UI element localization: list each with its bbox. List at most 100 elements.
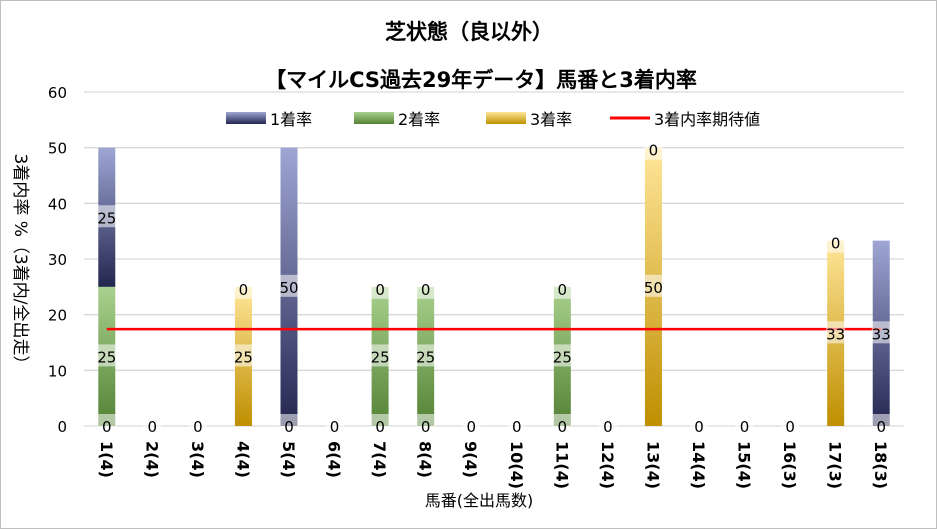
legend-swatch — [226, 112, 266, 124]
x-tick-label: 6(4) — [325, 441, 344, 478]
chart-subtitle: 【マイルCS過去29年データ】馬番と3着内率 — [265, 68, 697, 92]
data-label: 0 — [876, 418, 886, 436]
data-label-bg — [97, 414, 117, 436]
y-tick-label: 10 — [48, 362, 67, 380]
data-label-bg — [871, 321, 891, 344]
y-tick-label: 50 — [48, 140, 67, 158]
data-label-bg — [370, 276, 390, 299]
legend-label: 2着率 — [398, 110, 440, 129]
x-tick-label: 4(4) — [233, 441, 252, 478]
data-label: 0 — [102, 418, 112, 436]
data-label: 0 — [284, 418, 294, 436]
data-label-bg — [461, 414, 481, 436]
x-tick-label: 13(4) — [643, 441, 662, 489]
data-label-bg — [370, 414, 390, 436]
data-label-bg — [780, 414, 800, 436]
data-label-bg — [370, 344, 390, 367]
data-label-bg — [598, 414, 618, 436]
data-label: 50 — [279, 279, 298, 297]
x-tick-label: 8(4) — [416, 441, 435, 478]
data-label: 0 — [466, 418, 476, 436]
data-label: 0 — [603, 418, 613, 436]
y-tick-label: 0 — [57, 418, 67, 436]
data-label-bg — [507, 414, 527, 436]
x-tick-label: 17(3) — [826, 441, 845, 489]
data-label: 0 — [831, 235, 841, 253]
data-label-bg — [188, 414, 208, 436]
data-label: 0 — [421, 418, 431, 436]
data-label: 0 — [148, 418, 158, 436]
y-tick-label: 20 — [48, 307, 67, 325]
legend-label: 3着率 — [530, 110, 572, 129]
data-label-bg — [643, 274, 663, 297]
data-label-bg — [279, 274, 299, 297]
data-label: 25 — [553, 348, 572, 366]
data-label: 0 — [694, 418, 704, 436]
data-label-bg — [552, 344, 572, 367]
x-tick-label: 14(4) — [689, 441, 708, 489]
data-label-bg — [826, 321, 846, 344]
data-label: 0 — [649, 142, 659, 160]
data-label: 50 — [644, 279, 663, 297]
data-label: 0 — [375, 418, 385, 436]
x-tick-label: 12(4) — [598, 441, 617, 489]
data-label-bg — [416, 414, 436, 436]
x-tick-label: 9(4) — [461, 441, 480, 478]
data-label: 25 — [97, 209, 116, 227]
data-label-bg — [325, 414, 345, 436]
data-label-bg — [552, 414, 572, 436]
x-tick-label: 18(3) — [871, 441, 890, 489]
data-label-bg — [643, 137, 663, 160]
x-tick-label: 2(4) — [142, 441, 161, 478]
data-label: 0 — [330, 418, 340, 436]
x-tick-label: 16(3) — [780, 441, 799, 489]
data-label-bg — [233, 344, 253, 367]
data-label-bg — [142, 414, 162, 436]
x-tick-label: 1(4) — [97, 441, 116, 478]
data-label: 33 — [826, 325, 845, 343]
data-label-bg — [416, 344, 436, 367]
data-label-bg — [552, 276, 572, 299]
data-label: 0 — [558, 281, 568, 299]
x-tick-label: 7(4) — [370, 441, 389, 478]
data-label: 25 — [234, 348, 253, 366]
data-label: 25 — [416, 348, 435, 366]
y-tick-label: 30 — [48, 251, 67, 269]
data-label: 25 — [371, 348, 390, 366]
x-tick-label: 10(4) — [507, 441, 526, 489]
data-label-bg — [233, 276, 253, 299]
x-tick-label: 3(4) — [188, 441, 207, 478]
legend-label: 3着内率期待値 — [654, 110, 760, 129]
data-label-bg — [871, 414, 891, 436]
data-label: 0 — [785, 418, 795, 436]
data-label: 33 — [872, 325, 891, 343]
data-label-bg — [826, 230, 846, 253]
x-tick-label: 5(4) — [279, 441, 298, 478]
data-label: 0 — [512, 418, 522, 436]
data-label-bg — [689, 414, 709, 436]
data-label: 0 — [239, 281, 249, 299]
y-axis-title: 3着内率 %（3着内/全出走） — [10, 154, 30, 373]
data-label: 0 — [193, 418, 203, 436]
y-tick-label: 40 — [48, 195, 67, 213]
data-label: 0 — [375, 281, 385, 299]
data-label: 0 — [740, 418, 750, 436]
data-label: 0 — [421, 281, 431, 299]
data-label: 0 — [558, 418, 568, 436]
data-label-bg — [97, 205, 117, 228]
legend-label: 1着率 — [270, 110, 312, 129]
x-axis-title: 馬番(全出馬数) — [425, 491, 534, 510]
x-tick-label: 15(4) — [735, 441, 754, 489]
data-label-bg — [97, 344, 117, 367]
data-label: 25 — [97, 348, 116, 366]
y-tick-label: 60 — [48, 84, 67, 102]
legend-swatch — [486, 112, 526, 124]
data-label-bg — [416, 276, 436, 299]
x-tick-label: 11(4) — [552, 441, 571, 489]
data-label-bg — [735, 414, 755, 436]
data-label-bg — [279, 414, 299, 436]
chart-title: 芝状態（良以外） — [385, 20, 553, 44]
legend-swatch — [354, 112, 394, 124]
